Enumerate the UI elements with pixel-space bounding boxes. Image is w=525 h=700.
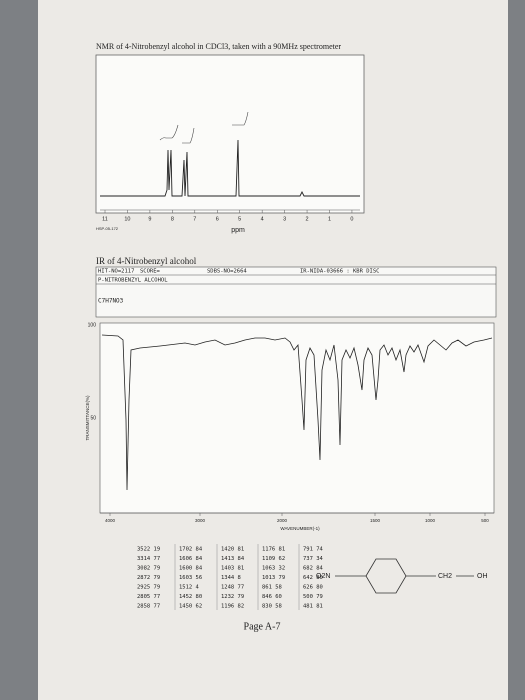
peak-cell: 1176 81	[262, 547, 285, 553]
peak-cell: 500 79	[303, 594, 323, 600]
ir-formula: C7H7NO3	[98, 298, 124, 305]
peak-cell: 642 80	[303, 575, 323, 581]
peak-cell: 1452 80	[179, 594, 202, 600]
nmr-code: HSP-05-172	[96, 226, 119, 231]
peak-cell: 861 58	[262, 585, 282, 591]
peak-cell: 1702 84	[179, 547, 203, 553]
peak-cell: 2805 77	[137, 594, 160, 600]
nmr-tick-label: 3	[283, 216, 286, 222]
ir-compound-name: P-NITROBENZYL ALCOHOL	[98, 278, 168, 284]
nmr-axis-label: ppm	[231, 227, 245, 234]
peak-cell: 1450 62	[179, 604, 202, 610]
ir-tick-label: 1000	[425, 518, 436, 523]
nmr-tick-label: 11	[102, 216, 108, 222]
peak-cell: 1413 84	[221, 556, 245, 562]
integral-trace	[159, 111, 249, 144]
ir-header-box	[95, 266, 497, 318]
ir-y-tick: 50	[90, 415, 96, 421]
structure-group: OH	[477, 573, 488, 580]
peak-cell: 1196 82	[221, 604, 244, 610]
nmr-title: NMR of 4-Nitrobenzyl alcohol in CDCl3, t…	[96, 42, 341, 51]
peak-cell: 3314 77	[137, 556, 160, 562]
ir-tick-label: 4000	[105, 518, 116, 523]
peak-cell: 3082 79	[137, 566, 160, 572]
peak-cell: 626 80	[303, 585, 323, 591]
ir-y-label: TRANSMITTANCE(%)	[85, 395, 90, 440]
nmr-frame	[95, 54, 365, 214]
ir-y-tick: 100	[88, 322, 97, 328]
ir-header: SCORE=	[140, 269, 161, 275]
ir-frame	[99, 322, 495, 514]
nmr-tick-label: 6	[216, 216, 219, 222]
structure-group: O2N	[316, 573, 330, 580]
peak-cell: 1109 62	[262, 556, 285, 562]
peak-cell: 1600 84	[179, 566, 203, 572]
nmr-tick-label: 8	[171, 216, 174, 222]
peak-cell: 682 84	[303, 566, 324, 572]
peak-cell: 1403 81	[221, 566, 244, 572]
nmr-tick-label: 10	[124, 216, 130, 222]
nmr-tick-label: 4	[261, 216, 264, 222]
peak-cell: 846 60	[262, 594, 282, 600]
structure: O2N CH2 OH	[316, 558, 488, 594]
nmr-tick-label: 1	[328, 216, 331, 222]
ir-tick-label: 1500	[370, 518, 381, 523]
ir-tick-label: 3000	[195, 518, 206, 523]
page-number: Page A-7	[244, 621, 281, 632]
peak-cell: 1420 81	[221, 547, 244, 553]
peak-cell: 791 74	[303, 547, 324, 553]
structure-group: CH2	[438, 573, 452, 580]
ir-trace	[101, 334, 493, 491]
peak-cell: 1248 77	[221, 585, 244, 591]
nmr-tick-label: 9	[148, 216, 151, 222]
nmr-trace	[100, 139, 360, 197]
nmr-tick-label: 0	[350, 216, 353, 222]
ir-header: HIT-NO=2117	[98, 269, 134, 275]
nmr-tick-label: 5	[238, 216, 241, 222]
peak-cell: 1606 84	[179, 556, 203, 562]
peak-cell: 1013 79	[262, 575, 285, 581]
peak-cell: 2858 77	[137, 604, 160, 610]
ir-header: SDBS-NO=2664	[207, 269, 247, 275]
peak-cell: 1512 4	[179, 585, 200, 591]
peak-cell: 1063 32	[262, 566, 285, 572]
peak-cell: 1603 56	[179, 575, 202, 581]
peak-cell: 737 34	[303, 556, 324, 562]
ir-x-label: WAVENUMBER(-1)	[280, 526, 320, 531]
peak-cell: 1344 8	[221, 575, 241, 581]
nmr-tick-label: 7	[193, 216, 196, 222]
peak-cell: 2925 79	[137, 585, 160, 591]
peak-cell: 1232 79	[221, 594, 244, 600]
peak-cell: 3522 19	[137, 547, 160, 553]
ir-tick-label: 2000	[277, 518, 288, 523]
nmr-tick-label: 2	[306, 216, 309, 222]
peak-cell: 481 81	[303, 604, 323, 610]
peak-cell: 830 58	[262, 604, 282, 610]
ir-title: IR of 4-Nitrobenzyl alcohol	[96, 256, 197, 266]
ir-header: IR-NIDA-03666 : KBR DISC	[300, 269, 379, 275]
ir-tick-label: 500	[481, 518, 489, 523]
peak-cell: 2872 79	[137, 575, 160, 581]
